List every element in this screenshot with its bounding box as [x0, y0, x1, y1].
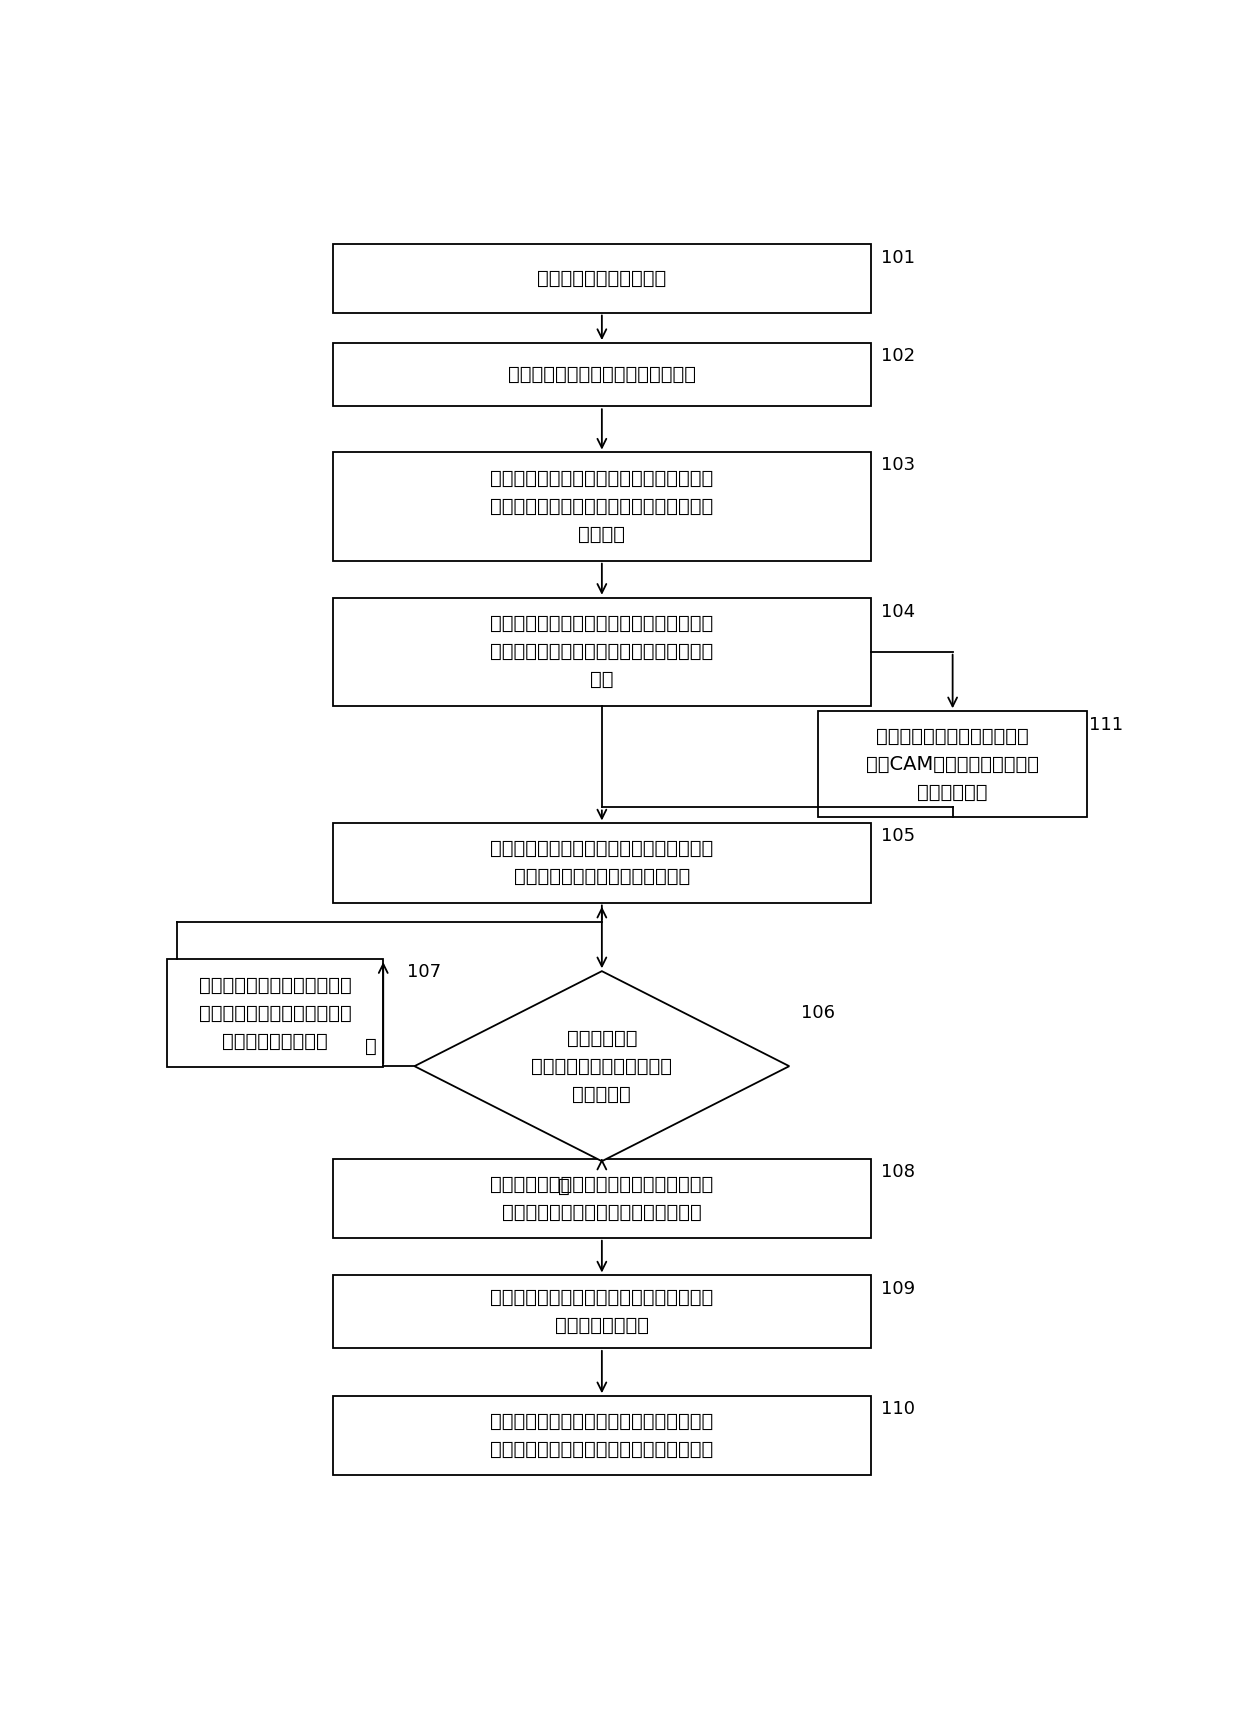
FancyBboxPatch shape — [332, 598, 870, 706]
Text: 判断相关节点
实例化所需的形位关系是否
符合标准？: 判断相关节点 实例化所需的形位关系是否 符合标准？ — [532, 1028, 672, 1104]
FancyBboxPatch shape — [332, 1159, 870, 1238]
Text: 102: 102 — [880, 346, 915, 365]
Text: 103: 103 — [880, 456, 915, 475]
Text: 否: 否 — [366, 1037, 377, 1056]
FancyBboxPatch shape — [332, 343, 870, 406]
Text: 进行实例后交互处理，得到最终的斜楔方案
及其相关特征、图形、体、树状图叶节点等: 进行实例后交互处理，得到最终的斜楔方案 及其相关特征、图形、体、树状图叶节点等 — [490, 1412, 713, 1459]
Text: 输入图形元素、相关参数: 输入图形元素、相关参数 — [537, 269, 666, 288]
Text: 进行形、位计算，得到实例化斜楔所需的尺
寸参数、坐标特征、节点位置等集: 进行形、位计算，得到实例化斜楔所需的尺 寸参数、坐标特征、节点位置等集 — [490, 840, 713, 886]
FancyBboxPatch shape — [332, 1397, 870, 1476]
Text: 107: 107 — [407, 963, 441, 980]
Text: 106: 106 — [801, 1004, 835, 1022]
Text: 111: 111 — [1089, 716, 1123, 734]
FancyBboxPatch shape — [167, 960, 383, 1068]
Text: 109: 109 — [880, 1280, 915, 1297]
Text: 输出符合的（包括修正后符合的）实例化所
需的坐标系、宽度、角度、节点位置等: 输出符合的（包括修正后符合的）实例化所 需的坐标系、宽度、角度、节点位置等 — [490, 1174, 713, 1222]
FancyBboxPatch shape — [332, 823, 870, 903]
Text: 检索并标记出不符合数据的相
关节点范围，输出建议修改数
据及当前状态次优解: 检索并标记出不符合数据的相 关节点范围，输出建议修改数 据及当前状态次优解 — [198, 975, 351, 1051]
Text: 104: 104 — [880, 603, 915, 620]
FancyBboxPatch shape — [332, 452, 870, 560]
FancyBboxPatch shape — [818, 711, 1087, 818]
Text: 是: 是 — [558, 1178, 569, 1196]
Text: 105: 105 — [880, 828, 915, 845]
FancyBboxPatch shape — [332, 243, 870, 312]
Text: 建立运算模型，通过运算输出
描述CAM拓扑架构的几何信息
到临时数据库: 建立运算模型，通过运算输出 描述CAM拓扑架构的几何信息 到临时数据库 — [866, 727, 1039, 802]
FancyBboxPatch shape — [332, 1275, 870, 1347]
Text: 对斜楔模块进行实例化处理，得到可视的斜
楔方案、装配结果: 对斜楔模块进行实例化处理，得到可视的斜 楔方案、装配结果 — [490, 1289, 713, 1335]
Text: 对所述图形集进行合并轮廓的包络线描述，
求出包络线的几何信息，然后进行匹配选择
斜楔: 对所述图形集进行合并轮廓的包络线描述， 求出包络线的几何信息，然后进行匹配选择 … — [490, 614, 713, 689]
Text: 110: 110 — [880, 1400, 915, 1417]
Text: 进行特征提取，经筛选合并特征元素: 进行特征提取，经筛选合并特征元素 — [508, 365, 696, 384]
Text: 108: 108 — [880, 1162, 915, 1181]
Polygon shape — [414, 972, 789, 1160]
Text: 进行微分元素处理，判断出相邻轮廓的测量
方向及包络线，得到便于描述的点、有限元
等图形集: 进行微分元素处理，判断出相邻轮廓的测量 方向及包络线，得到便于描述的点、有限元 … — [490, 470, 713, 543]
Text: 101: 101 — [880, 249, 915, 267]
